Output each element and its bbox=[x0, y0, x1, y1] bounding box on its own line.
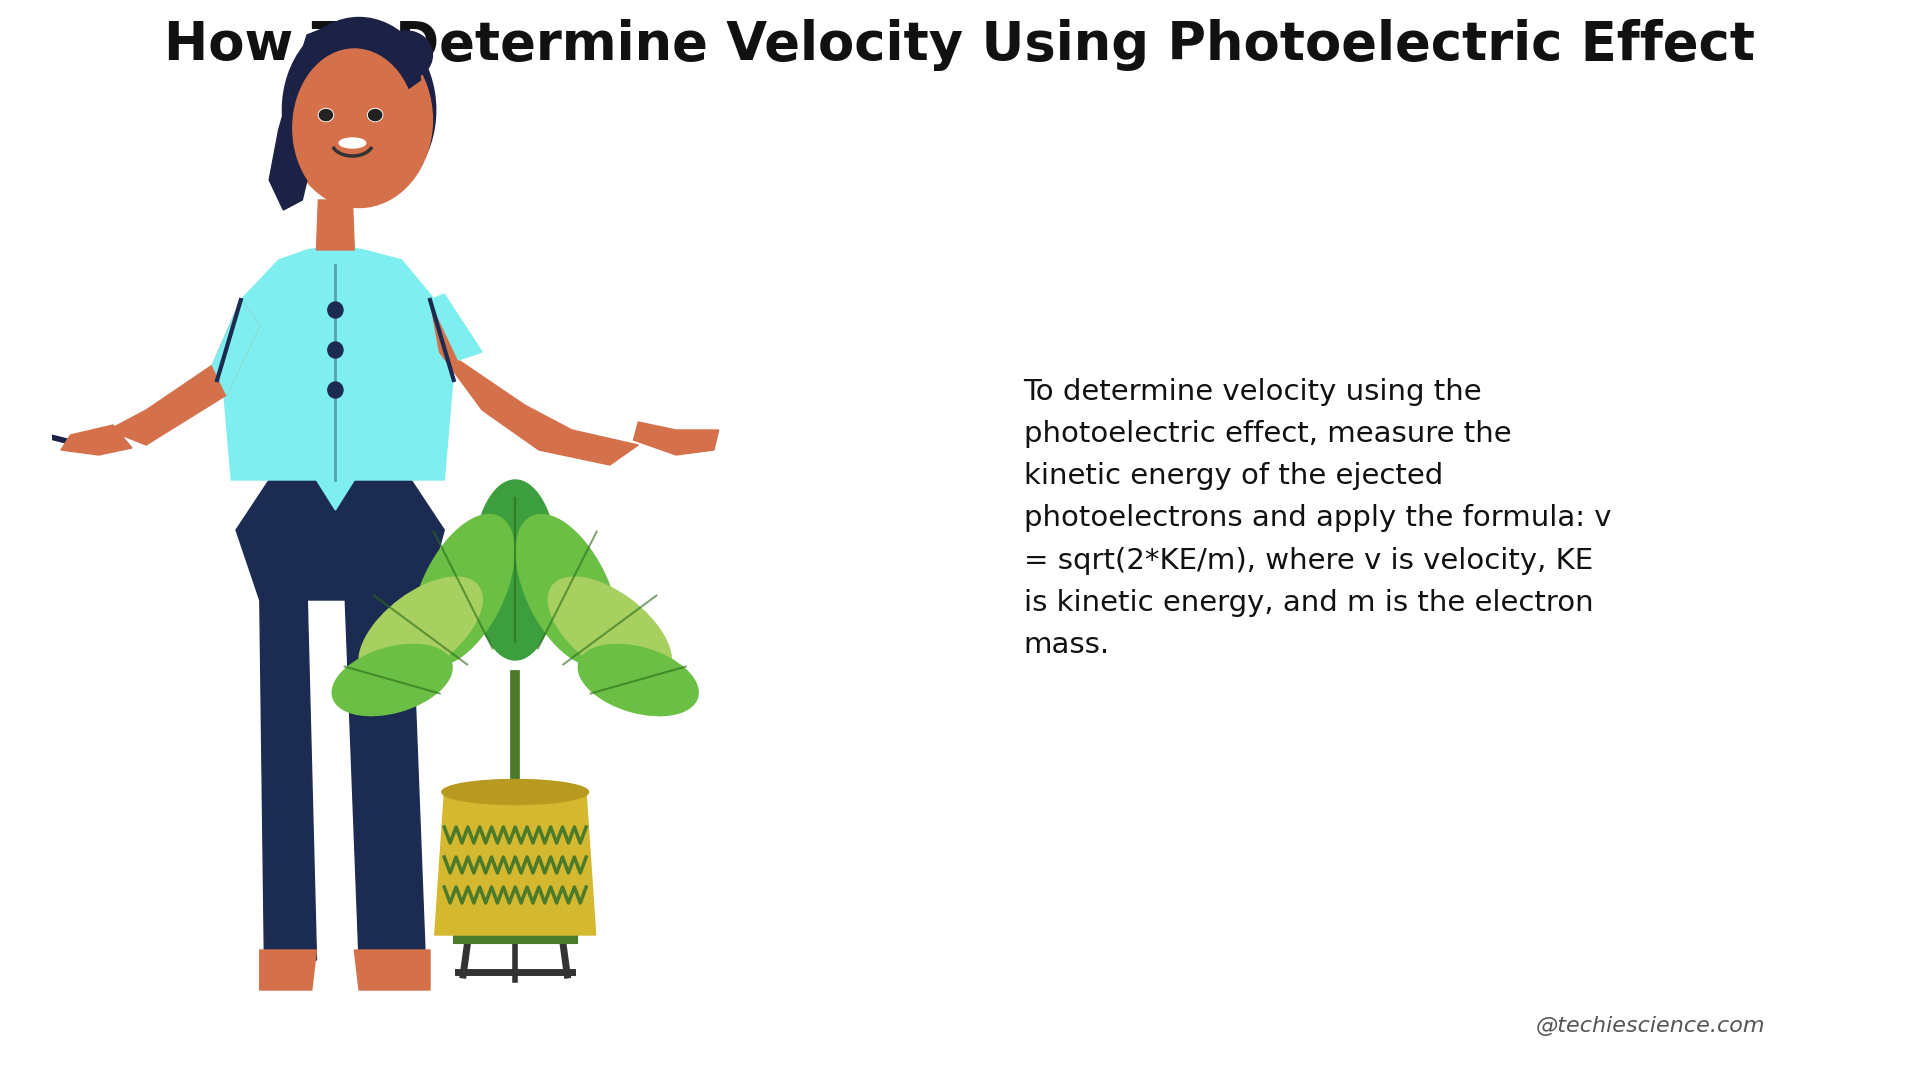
Polygon shape bbox=[108, 300, 259, 445]
Ellipse shape bbox=[319, 108, 334, 121]
Ellipse shape bbox=[319, 109, 332, 121]
Ellipse shape bbox=[369, 109, 382, 121]
Ellipse shape bbox=[371, 111, 380, 121]
Polygon shape bbox=[294, 21, 420, 105]
Ellipse shape bbox=[294, 49, 417, 207]
Circle shape bbox=[328, 382, 344, 399]
Polygon shape bbox=[61, 426, 132, 455]
Circle shape bbox=[328, 342, 344, 357]
Ellipse shape bbox=[472, 480, 559, 660]
Text: @techiescience.com: @techiescience.com bbox=[1536, 1016, 1764, 1036]
Polygon shape bbox=[317, 480, 355, 510]
Polygon shape bbox=[259, 590, 317, 960]
Polygon shape bbox=[430, 300, 637, 465]
Polygon shape bbox=[259, 950, 317, 990]
Polygon shape bbox=[236, 480, 444, 600]
Polygon shape bbox=[634, 422, 718, 455]
Polygon shape bbox=[223, 245, 453, 480]
Polygon shape bbox=[213, 300, 259, 395]
Circle shape bbox=[328, 302, 344, 318]
Ellipse shape bbox=[321, 111, 330, 121]
Ellipse shape bbox=[359, 577, 482, 683]
Ellipse shape bbox=[332, 645, 451, 716]
Ellipse shape bbox=[282, 17, 436, 203]
Ellipse shape bbox=[578, 645, 699, 716]
Polygon shape bbox=[430, 294, 482, 360]
Ellipse shape bbox=[288, 37, 430, 207]
Text: How To Determine Velocity Using Photoelectric Effect: How To Determine Velocity Using Photoele… bbox=[165, 19, 1755, 71]
Ellipse shape bbox=[413, 514, 515, 665]
Polygon shape bbox=[317, 200, 355, 249]
Polygon shape bbox=[269, 80, 317, 210]
Polygon shape bbox=[355, 950, 430, 990]
Ellipse shape bbox=[367, 108, 382, 121]
Ellipse shape bbox=[442, 780, 589, 805]
Polygon shape bbox=[346, 590, 426, 960]
Ellipse shape bbox=[516, 514, 618, 665]
Ellipse shape bbox=[286, 32, 432, 207]
Ellipse shape bbox=[549, 577, 672, 683]
Ellipse shape bbox=[340, 138, 365, 148]
Polygon shape bbox=[434, 795, 595, 935]
Ellipse shape bbox=[380, 31, 432, 79]
Text: To determine velocity using the
photoelectric effect, measure the
kinetic energy: To determine velocity using the photoele… bbox=[1023, 378, 1611, 659]
